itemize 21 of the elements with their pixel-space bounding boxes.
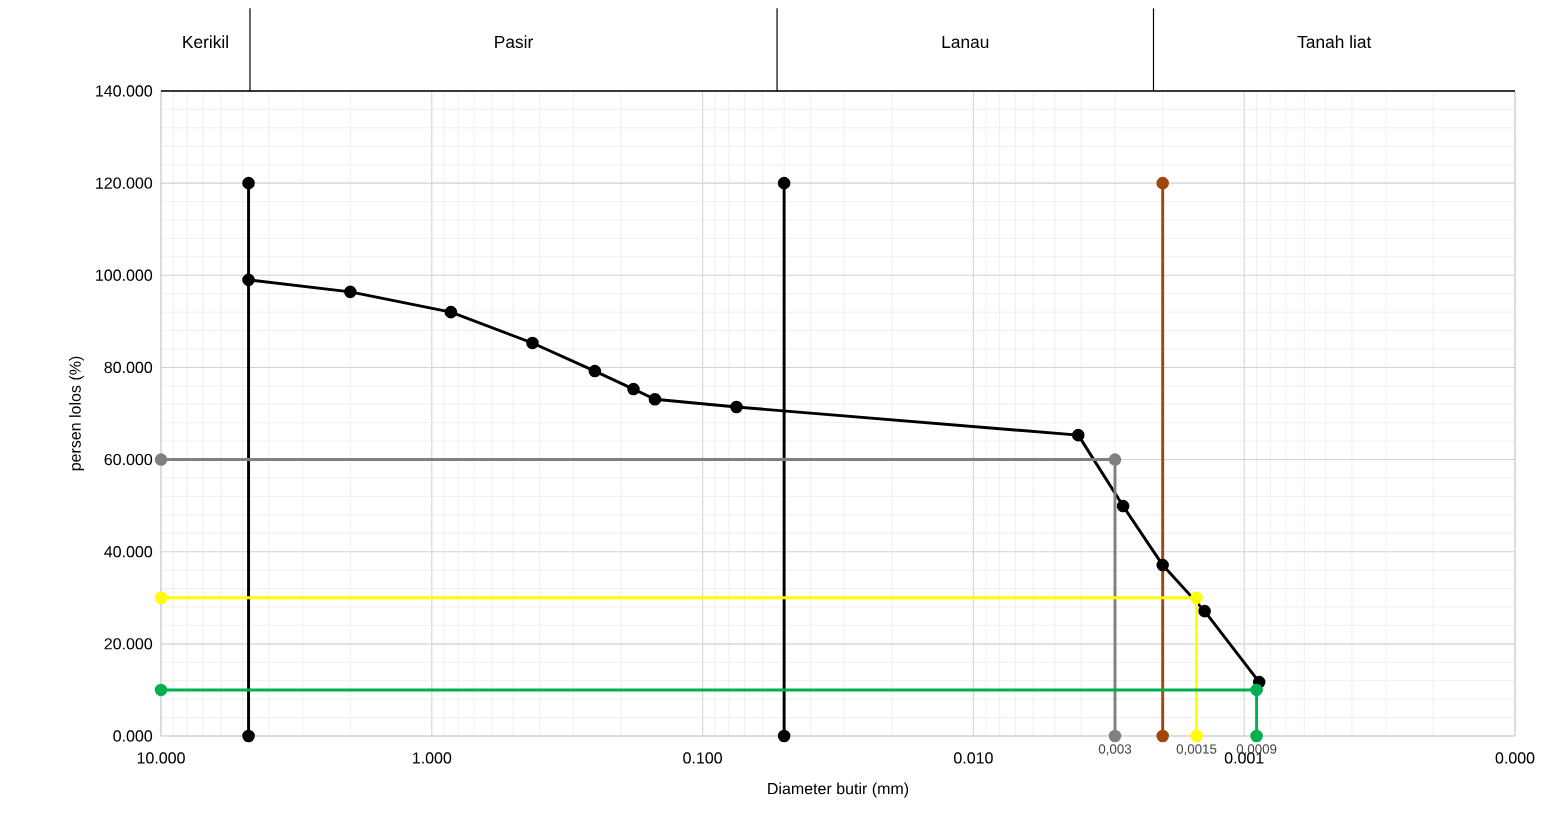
text: Lanau xyxy=(942,35,989,49)
x-axis-title: Diameter butir (mm) xyxy=(768,782,909,798)
x-tick-label: 0.010 xyxy=(954,752,993,764)
y-tick-label: 0.000 xyxy=(113,730,153,742)
y-tick-label: 60.000 xyxy=(104,453,153,466)
y-tick-label: 80.000 xyxy=(104,361,153,374)
x-tick-label: 10.000 xyxy=(137,752,185,764)
y-tick-label: 20.000 xyxy=(104,638,153,650)
x-tick-label: 1.000 xyxy=(413,752,452,764)
text: Pasir xyxy=(495,35,533,49)
annotation: 0,003 xyxy=(1098,744,1132,756)
y-tick-label: 40.000 xyxy=(104,546,153,558)
y-tick-label: 140.000 xyxy=(96,85,153,97)
y-tick-label: 120.000 xyxy=(96,177,153,189)
text: Kerikil xyxy=(183,35,228,49)
x-tick-label: 0.100 xyxy=(683,752,722,764)
x-tick-label: 0.000 xyxy=(1495,752,1535,764)
y-axis-title: persen lolos (%) xyxy=(69,356,84,471)
y-tick-label: 100.000 xyxy=(96,269,153,281)
annotation: 0,0015 xyxy=(1176,744,1217,756)
text: Tanah liat xyxy=(1297,35,1372,49)
